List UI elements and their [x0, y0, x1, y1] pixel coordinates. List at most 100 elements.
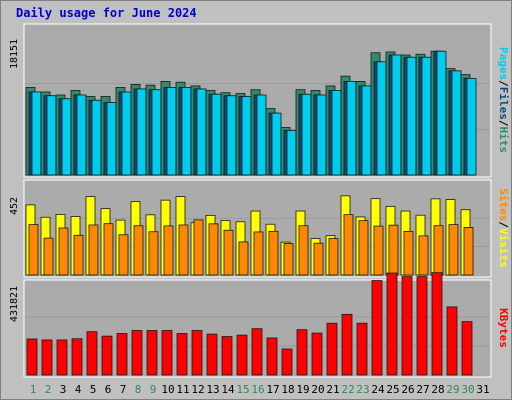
bar-kbytes-day-18 [281, 348, 293, 376]
x-tick-label: 5 [90, 383, 97, 396]
bar-pages-day-15 [241, 96, 252, 176]
bar-kbytes-day-25 [386, 272, 398, 376]
x-tick-label: 11 [176, 383, 189, 396]
legend-panel-1: Sites/Visits [497, 188, 510, 268]
bar-sites-day-30 [463, 227, 474, 276]
bar-pages-day-11 [181, 87, 192, 176]
legend-entry-sites: Sites [497, 188, 510, 221]
bar-sites-day-5 [88, 224, 99, 276]
bar-kbytes-day-10 [161, 330, 173, 376]
bar-kbytes-day-5 [86, 331, 98, 376]
bar-kbytes-day-22 [341, 313, 353, 376]
bar-pages-day-21 [331, 90, 342, 176]
bar-pages-day-23 [361, 85, 372, 176]
bar-kbytes-day-7 [116, 333, 128, 376]
x-tick-label: 27 [416, 383, 429, 396]
x-tick-label: 8 [135, 383, 142, 396]
bar-pages-day-30 [466, 77, 477, 176]
bar-kbytes-day-13 [206, 333, 218, 376]
bar-sites-day-7 [118, 234, 129, 276]
legend-entry-visits: Visits [497, 228, 510, 268]
x-tick-label: 16 [251, 383, 264, 396]
x-tick-label: 21 [326, 383, 339, 396]
bar-sites-day-20 [313, 242, 324, 276]
bar-pages-day-4 [76, 94, 87, 176]
x-tick-label: 24 [371, 383, 385, 396]
x-tick-label: 18 [281, 383, 294, 396]
x-tick-label: 30 [461, 383, 474, 396]
bar-sites-day-23 [358, 220, 369, 276]
y-max-label: 452 [9, 197, 20, 215]
x-tick-label: 12 [191, 383, 204, 396]
y-max-label: 18151 [9, 39, 20, 69]
bar-sites-day-9 [148, 231, 159, 276]
bar-sites-day-2 [43, 237, 54, 276]
legend-entry-kbytes: KBytes [497, 308, 510, 348]
legend-entry-pages: Pages [497, 47, 510, 80]
legend-panel-2: KBytes [497, 308, 510, 348]
bar-sites-day-11 [178, 224, 189, 276]
bar-pages-day-7 [121, 91, 132, 176]
bar-pages-day-13 [211, 93, 222, 176]
bar-sites-day-27 [418, 235, 429, 276]
bar-sites-day-6 [103, 223, 114, 276]
bar-pages-day-29 [451, 70, 462, 176]
bar-kbytes-day-3 [56, 339, 68, 376]
bar-pages-day-22 [346, 81, 357, 176]
x-tick-label: 2 [45, 383, 52, 396]
bar-pages-day-26 [406, 56, 417, 176]
bar-pages-day-27 [421, 56, 432, 176]
x-tick-label: 25 [386, 383, 399, 396]
bar-sites-day-8 [133, 225, 144, 276]
x-tick-label: 9 [150, 383, 157, 396]
bar-sites-day-12 [193, 219, 204, 276]
x-tick-label: 29 [446, 383, 459, 396]
bar-kbytes-day-28 [431, 272, 443, 376]
x-tick-label: 17 [266, 383, 279, 396]
bar-sites-day-22 [343, 214, 354, 276]
bar-sites-day-17 [268, 230, 279, 276]
bar-kbytes-day-9 [146, 330, 158, 376]
bar-pages-day-3 [61, 98, 72, 176]
bar-sites-day-10 [163, 225, 174, 276]
legend-panel-0: Pages/Files/Hits [497, 47, 510, 153]
x-tick-label: 14 [221, 383, 235, 396]
bar-pages-day-5 [91, 99, 102, 176]
legend-separator: / [497, 80, 510, 87]
bar-pages-day-25 [391, 54, 402, 176]
bar-kbytes-day-17 [266, 337, 278, 376]
bar-kbytes-day-11 [176, 333, 188, 376]
bar-pages-day-16 [256, 94, 267, 176]
bar-pages-day-24 [376, 61, 387, 176]
x-tick-label: 20 [311, 383, 324, 396]
bar-kbytes-day-4 [71, 338, 83, 376]
bar-pages-day-2 [46, 95, 57, 176]
bar-sites-day-13 [208, 223, 219, 276]
bar-pages-day-8 [136, 88, 147, 176]
bar-pages-day-20 [316, 94, 327, 176]
bar-kbytes-day-16 [251, 328, 263, 376]
bar-sites-day-1 [28, 224, 39, 276]
bar-pages-day-1 [31, 91, 42, 176]
x-tick-label: 31 [476, 383, 489, 396]
bar-kbytes-day-1 [26, 338, 38, 376]
x-tick-label: 13 [206, 383, 219, 396]
bar-sites-day-14 [223, 229, 234, 276]
bar-pages-day-14 [226, 95, 237, 176]
x-tick-label: 28 [431, 383, 444, 396]
x-tick-label: 19 [296, 383, 309, 396]
bar-kbytes-day-30 [461, 321, 473, 376]
x-tick-label: 23 [356, 383, 369, 396]
x-tick-label: 7 [120, 383, 127, 396]
x-tick-label: 6 [105, 383, 112, 396]
bar-pages-day-19 [301, 93, 312, 176]
x-tick-label: 15 [236, 383, 249, 396]
bar-kbytes-day-24 [371, 280, 383, 376]
bar-sites-day-18 [283, 243, 294, 276]
legend-entry-files: Files [497, 87, 510, 120]
bar-kbytes-day-20 [311, 332, 323, 376]
bar-kbytes-day-15 [236, 334, 248, 376]
bar-kbytes-day-12 [191, 330, 203, 376]
bar-pages-day-6 [106, 102, 117, 176]
